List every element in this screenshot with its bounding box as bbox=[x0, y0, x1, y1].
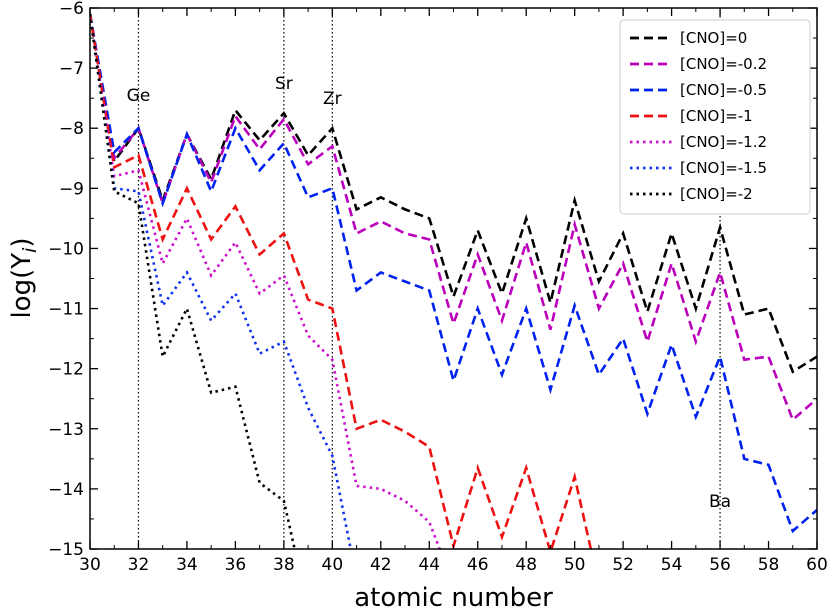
series-line-0 bbox=[90, 13, 817, 374]
x-tick-label: 40 bbox=[322, 555, 344, 575]
legend-entry-4: [CNO]=-1.2 bbox=[680, 133, 767, 151]
y-tick-label: −8 bbox=[59, 119, 84, 139]
legend-entry-5: [CNO]=-1.5 bbox=[680, 159, 767, 177]
y-axis-label-main: log(Y bbox=[7, 253, 37, 319]
y-axis-label: log(Yi) bbox=[7, 237, 41, 318]
x-tick-label: 38 bbox=[273, 555, 295, 575]
annotation-zr: Zr bbox=[323, 89, 342, 109]
x-tick-label: 36 bbox=[225, 555, 247, 575]
x-tick-label: 42 bbox=[370, 555, 392, 575]
x-tick-label: 58 bbox=[758, 555, 780, 575]
y-tick-label: −11 bbox=[48, 300, 84, 320]
y-tick-label: −7 bbox=[59, 59, 84, 79]
legend-box bbox=[619, 19, 811, 215]
x-tick-label: 46 bbox=[467, 555, 489, 575]
legend-entry-1: [CNO]=-0.2 bbox=[680, 55, 767, 73]
y-axis-label-close: ) bbox=[7, 237, 37, 247]
x-tick-label: 56 bbox=[709, 555, 731, 575]
annotation-sr: Sr bbox=[275, 74, 293, 94]
x-tick-label: 30 bbox=[79, 555, 101, 575]
legend-entry-3: [CNO]=-1 bbox=[680, 107, 753, 125]
x-axis-label: atomic number bbox=[354, 583, 553, 613]
annotations: Ge Sr Zr Ba bbox=[127, 74, 731, 512]
y-tick-label: −15 bbox=[48, 540, 84, 560]
series-line-1 bbox=[90, 13, 817, 422]
x-tick-label: 34 bbox=[176, 555, 198, 575]
y-tick-label: −14 bbox=[48, 480, 84, 500]
y-tick-label: −9 bbox=[59, 179, 84, 199]
x-tick-label: 50 bbox=[564, 555, 586, 575]
series-line-6 bbox=[90, 13, 296, 549]
x-tick-label: 54 bbox=[661, 555, 683, 575]
series-line-2 bbox=[90, 13, 817, 534]
y-tick-label: −6 bbox=[59, 0, 84, 19]
x-tick-label: 52 bbox=[612, 555, 634, 575]
x-tick-label: 44 bbox=[418, 555, 440, 575]
y-axis-label-subscript: i bbox=[19, 247, 41, 253]
legend: [CNO]=0 [CNO]=-0.2 [CNO]=-0.5 [CNO]=-1 [CNO]… bbox=[619, 19, 811, 215]
legend-entry-6: [CNO]=-2 bbox=[680, 185, 753, 203]
x-tick-label: 32 bbox=[128, 555, 150, 575]
series-lines bbox=[90, 13, 817, 549]
y-tick-label: −10 bbox=[48, 239, 84, 259]
y-tick-label: −13 bbox=[48, 420, 84, 440]
legend-entry-0: [CNO]=0 bbox=[680, 29, 747, 47]
legend-entry-2: [CNO]=-0.5 bbox=[680, 81, 767, 99]
annotation-ba: Ba bbox=[709, 492, 731, 512]
axis-ticks: 30 32 34 36 38 40 42 44 46 48 50 52 54 56 58 60 −15 −14 −1… bbox=[48, 0, 828, 575]
x-tick-label: 48 bbox=[515, 555, 537, 575]
x-tick-label: 60 bbox=[806, 555, 828, 575]
y-tick-label: −12 bbox=[48, 360, 84, 380]
series-line-3 bbox=[90, 13, 593, 549]
series-line-5 bbox=[90, 13, 352, 549]
annotation-ge: Ge bbox=[127, 86, 151, 106]
